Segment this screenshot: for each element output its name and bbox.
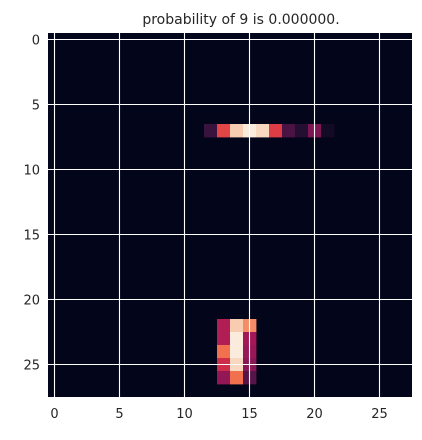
heatmap-cell (230, 345, 244, 359)
y-tick-label: 25 (23, 359, 40, 374)
y-tick-label: 15 (23, 229, 40, 244)
plot-area (48, 33, 412, 397)
x-tick-label: 20 (306, 407, 323, 422)
x-tick-label: 10 (176, 407, 193, 422)
heatmap-cell (217, 345, 231, 359)
y-tick-label: 0 (32, 34, 40, 49)
heatmap-cell (282, 124, 296, 138)
x-tick-label: 25 (371, 407, 388, 422)
heatmap-cell (217, 124, 231, 138)
x-tick-label: 15 (241, 407, 258, 422)
x-tick-label: 5 (115, 407, 123, 422)
y-axis: 0 5 10 15 20 25 (23, 34, 40, 374)
y-tick-label: 10 (23, 164, 40, 179)
heatmap-cell (230, 371, 244, 385)
heatmap-cell (230, 319, 244, 333)
x-axis: 0 5 10 15 20 25 (50, 407, 387, 422)
chart-title: probability of 9 is 0.000000. (142, 12, 339, 28)
heatmap-cell (295, 124, 309, 138)
heatmap-cell (321, 124, 335, 138)
heatmap-cell (217, 371, 231, 385)
heatmap-cell (204, 124, 218, 138)
x-tick-label: 0 (50, 407, 58, 422)
y-tick-label: 5 (32, 99, 40, 114)
y-tick-label: 20 (23, 294, 40, 309)
heatmap-cell (256, 124, 270, 138)
heatmap-cell (217, 332, 231, 346)
heatmap-cell (230, 124, 244, 138)
heatmap-cell (269, 124, 283, 138)
heatmap-cell (217, 319, 231, 333)
heatmap-cell (230, 332, 244, 346)
